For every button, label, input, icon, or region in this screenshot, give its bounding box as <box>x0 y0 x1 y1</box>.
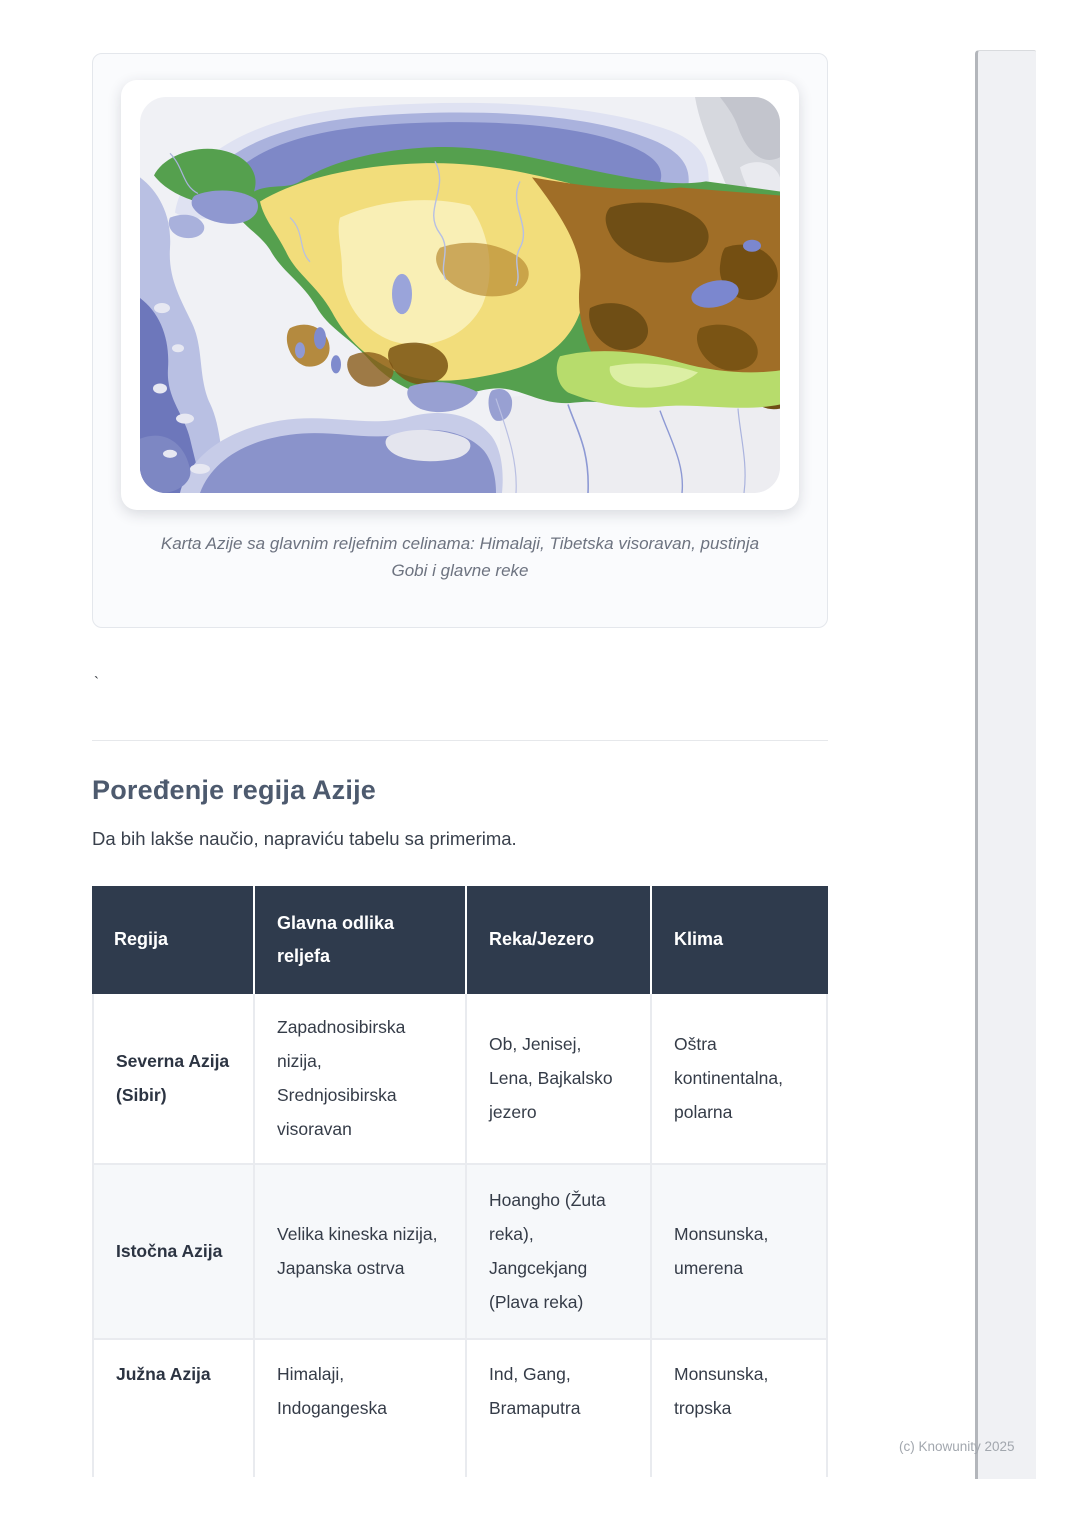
document-page: Karta Azije sa glavnim reljefnim celinam… <box>92 0 828 1477</box>
header-reka-jezero: Reka/Jezero <box>467 886 652 994</box>
cell-klima: Oštra kontinentalna, polarna <box>652 994 828 1165</box>
section-divider <box>92 740 828 741</box>
cell-regija: Južna Azija <box>92 1339 255 1477</box>
table-row: Istočna Azija Velika kineska nizija, Jap… <box>92 1164 828 1340</box>
cell-reka: Hoangho (Žuta reka), Jangcekjang (Plava … <box>467 1164 652 1340</box>
header-reljef: Glavna odlika reljefa <box>255 886 467 994</box>
cell-regija: Istočna Azija <box>92 1164 255 1340</box>
table-row: Južna Azija Himalaji, Indogangeska Ind, … <box>92 1339 828 1477</box>
table-row: Severna Azija (Sibir) Zapadnosibirska ni… <box>92 994 828 1165</box>
right-scrollbar-track[interactable] <box>975 50 1036 1479</box>
cell-reljef: Velika kineska nizija, Japanska ostrva <box>255 1164 467 1340</box>
map-image-frame <box>121 80 799 510</box>
header-regija: Regija <box>92 886 255 994</box>
header-klima: Klima <box>652 886 828 994</box>
copyright-watermark: (c) Knowunity 2025 <box>899 1439 1015 1454</box>
cell-reka: Ind, Gang, Bramaputra <box>467 1339 652 1477</box>
stray-backtick: ` <box>94 674 99 691</box>
section-heading: Poređenje regija Azije <box>92 775 376 805</box>
cell-regija: Severna Azija (Sibir) <box>92 994 255 1165</box>
relief-map-graphic <box>140 97 780 493</box>
comparison-table: Regija Glavna odlika reljefa Reka/Jezero… <box>92 886 828 1477</box>
asia-relief-map-image <box>140 97 780 493</box>
table-header-row: Regija Glavna odlika reljefa Reka/Jezero… <box>92 886 828 994</box>
map-caption: Karta Azije sa glavnim reljefnim celinam… <box>160 534 760 581</box>
cell-reljef: Himalaji, Indogangeska <box>255 1339 467 1477</box>
cell-reljef: Zapadnosibirska nizija, Srednjosibirska … <box>255 994 467 1165</box>
cell-klima: Monsunska, umerena <box>652 1164 828 1340</box>
cell-klima: Monsunska, tropska <box>652 1339 828 1477</box>
intro-paragraph: Da bih lakše naučio, napraviću tabelu sa… <box>92 828 517 849</box>
map-figure-card: Karta Azije sa glavnim reljefnim celinam… <box>92 53 828 628</box>
cell-reka: Ob, Jenisej, Lena, Bajkalsko jezero <box>467 994 652 1165</box>
content-column: Karta Azije sa glavnim reljefnim celinam… <box>92 0 828 1477</box>
